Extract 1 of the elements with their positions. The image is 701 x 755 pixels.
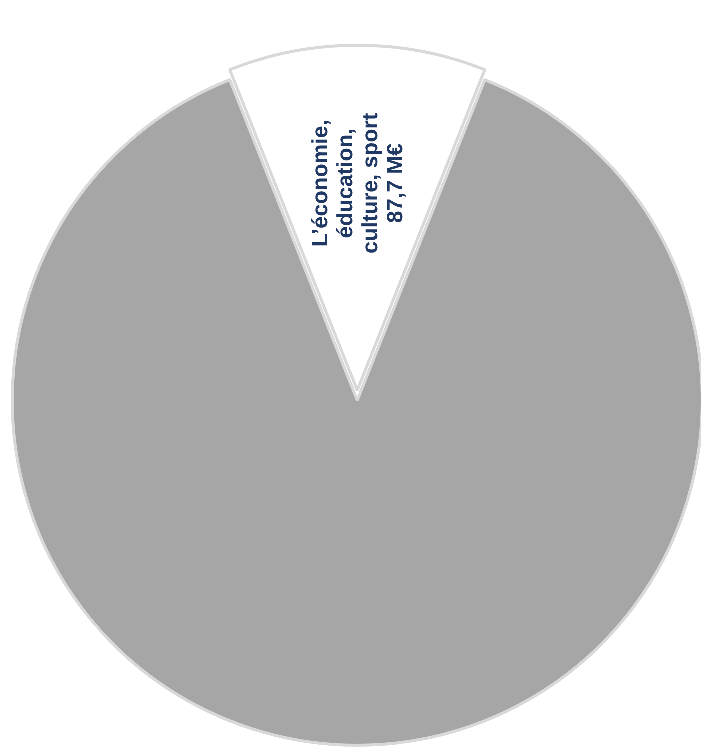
- slice-label: L’économie, éducation, culture, sport 87,7 M€: [308, 112, 408, 254]
